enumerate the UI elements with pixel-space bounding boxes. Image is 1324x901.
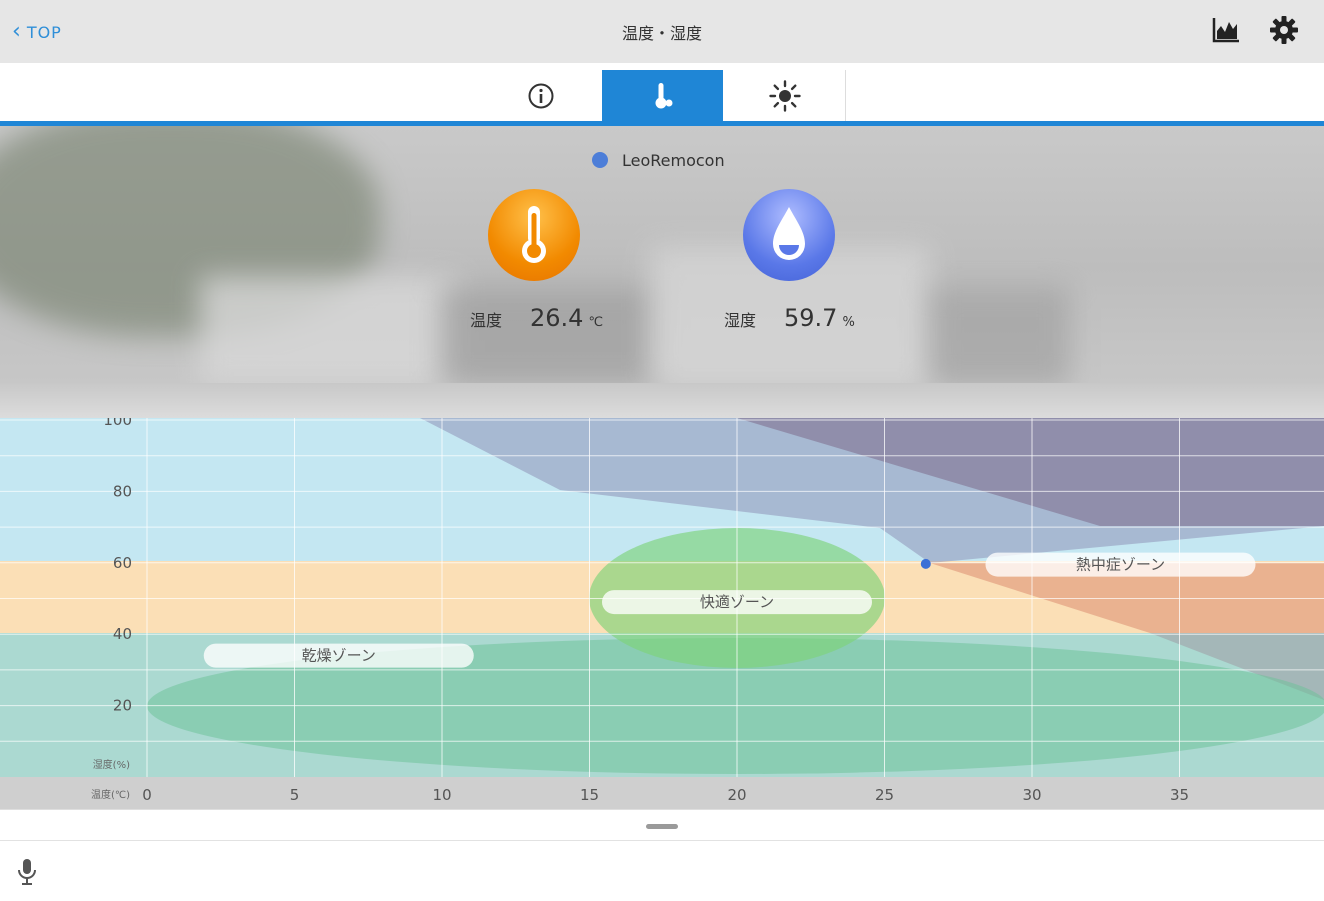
- tab-illuminance[interactable]: [724, 70, 845, 121]
- zone-label-pill: [602, 590, 872, 615]
- tab-temperature-humidity[interactable]: [602, 70, 723, 121]
- y-tick-label: 40: [113, 625, 132, 643]
- microphone-icon[interactable]: [16, 857, 38, 887]
- x-axis: 温度(℃) 0 5 10 15 20 25 30 35: [91, 786, 1189, 804]
- back-label: TOP: [26, 22, 62, 42]
- x-tick-label: 10: [432, 786, 451, 804]
- zone-label-pill: [985, 552, 1256, 577]
- device-dot: [592, 152, 608, 168]
- zone-label-text: 乾燥ゾーン: [302, 647, 376, 665]
- temperature-unit: ℃: [588, 315, 604, 330]
- y-tick-label: 20: [113, 697, 132, 715]
- thermometer-icon: [655, 82, 672, 108]
- x-axis-label: 温度(℃): [91, 788, 130, 801]
- thermometer-icon: [522, 206, 546, 263]
- zone-label: 乾燥ゾーン: [203, 643, 474, 668]
- data-points: [920, 558, 931, 569]
- x-tick-label: 15: [580, 786, 599, 804]
- page-title: 温度・湿度: [621, 24, 702, 43]
- x-tick-label: 35: [1170, 786, 1189, 804]
- temperature-reading: 温度 26.4 ℃: [470, 304, 603, 332]
- drawer-grip-icon[interactable]: [646, 824, 678, 829]
- danger-zone: [737, 418, 1324, 526]
- x-axis-band: 温度(℃) 0 5 10 15 20 25 30 35: [0, 777, 1324, 809]
- info-icon: [528, 83, 553, 108]
- x-tick-label: 30: [1022, 786, 1041, 804]
- readings-panel: LeoRemocon 温度 26.4 ℃ 湿度 59.7 %: [0, 126, 1324, 383]
- background-building: [200, 276, 460, 383]
- back-button[interactable]: ‹ TOP: [12, 18, 62, 46]
- y-tick-label: 100: [103, 418, 132, 429]
- x-tick-label: 0: [142, 786, 152, 804]
- footer-bar: [0, 840, 1324, 901]
- chart-icon[interactable]: [1210, 14, 1242, 46]
- chevron-left-icon: ‹: [12, 19, 21, 44]
- y-axis-label: 湿度(%): [93, 758, 130, 771]
- zone-label-text: 熱中症ゾーン: [1076, 556, 1165, 574]
- zone-label-pill: [203, 643, 474, 668]
- humidity-reading: 湿度 59.7 %: [724, 304, 855, 332]
- humidity-value: 59.7: [784, 304, 838, 332]
- x-tick-label: 20: [727, 786, 746, 804]
- tab-underline: [0, 121, 1324, 126]
- x-axis-ticks: 0 5 10 15 20 25 30 35: [142, 786, 1189, 804]
- zone-label-text: 快適ゾーン: [700, 593, 774, 611]
- x-tick-label: 25: [875, 786, 894, 804]
- temperature-orb: [488, 189, 580, 281]
- tab-divider: [845, 70, 846, 121]
- water-drop-icon: [773, 207, 805, 260]
- device-name: LeoRemocon: [622, 150, 725, 170]
- humidity-label: 湿度: [724, 311, 757, 330]
- zone-label: 熱中症ゾーン: [985, 552, 1256, 577]
- header-bar: ‹ TOP 温度・湿度: [0, 0, 1324, 63]
- background-building: [930, 286, 1070, 383]
- zone-label: 快適ゾーン: [602, 590, 872, 615]
- current-reading-point: [920, 558, 931, 569]
- panel-divider-strip: [0, 383, 1324, 418]
- x-tick-label: 5: [290, 786, 300, 804]
- tab-bar: [0, 63, 1324, 121]
- sun-icon: [768, 79, 801, 112]
- gear-icon[interactable]: [1268, 14, 1300, 46]
- y-axis-ticks: 20 40 60 80 100: [103, 418, 132, 715]
- background-building: [440, 286, 660, 383]
- temperature-value: 26.4: [530, 304, 584, 332]
- humidity-orb: [743, 189, 835, 281]
- y-tick-label: 60: [113, 554, 132, 572]
- y-tick-label: 80: [113, 482, 132, 500]
- tab-info[interactable]: [480, 70, 601, 121]
- temperature-label: 温度: [470, 311, 503, 330]
- device-legend: LeoRemocon: [592, 150, 725, 170]
- humidity-unit: %: [842, 315, 855, 330]
